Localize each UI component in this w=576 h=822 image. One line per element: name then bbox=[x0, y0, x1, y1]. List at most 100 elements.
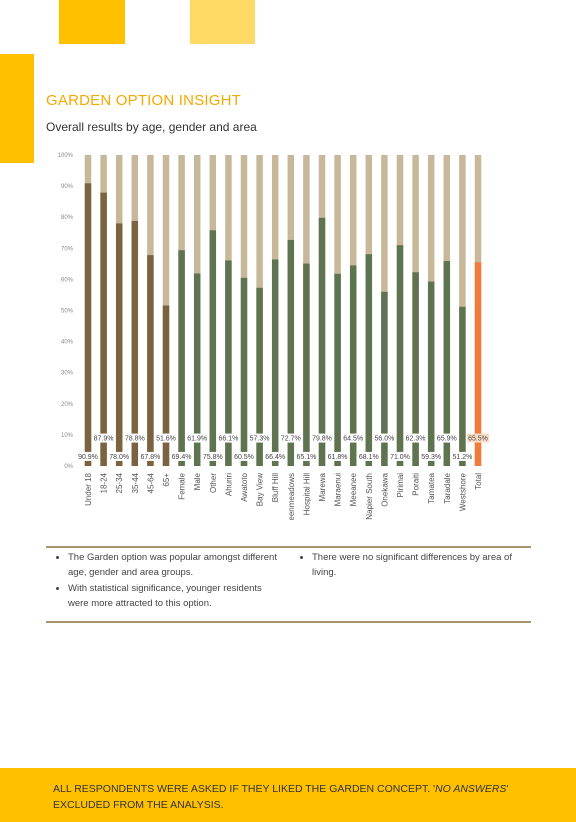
category-label: Marewa bbox=[318, 472, 327, 501]
category-label: Bluff Hill bbox=[271, 473, 280, 502]
bar bbox=[365, 254, 373, 466]
notes-right-column: There were no significant differences by… bbox=[290, 550, 522, 581]
data-label-box bbox=[295, 451, 318, 461]
data-label-box bbox=[357, 451, 380, 461]
category-label: 65+ bbox=[162, 473, 171, 487]
bar bbox=[178, 250, 185, 466]
bar bbox=[318, 217, 326, 466]
data-label: 72.7% bbox=[281, 436, 301, 443]
bar bbox=[100, 192, 107, 467]
category-label: Ahuriri bbox=[224, 473, 233, 496]
category-label: Onekawa bbox=[380, 472, 389, 506]
chart-subtitle: Overall results by age, gender and area bbox=[46, 120, 257, 134]
data-label: 87.9% bbox=[94, 436, 114, 443]
bar bbox=[427, 281, 435, 466]
bar bbox=[334, 273, 341, 466]
data-label: 57.3% bbox=[250, 436, 270, 443]
bar bbox=[396, 245, 404, 466]
data-label-box bbox=[123, 433, 146, 443]
data-label-box bbox=[92, 433, 115, 443]
data-label: 75.8% bbox=[203, 454, 223, 461]
bar bbox=[287, 239, 295, 466]
category-label: Maraenui bbox=[334, 473, 343, 507]
category-label: 25-34 bbox=[115, 472, 124, 493]
y-tick-label: 80% bbox=[61, 215, 74, 221]
bar-series bbox=[84, 155, 482, 467]
data-label: 71.0% bbox=[390, 454, 410, 461]
bar bbox=[209, 230, 217, 466]
category-label: 35-44 bbox=[131, 472, 140, 493]
decorative-block-top-left bbox=[59, 0, 125, 44]
y-tick-label: 70% bbox=[61, 246, 74, 252]
y-tick-label: 0% bbox=[64, 464, 73, 470]
data-label: 66.1% bbox=[218, 436, 238, 443]
category-label: Awatoto bbox=[240, 472, 249, 501]
bar bbox=[115, 223, 123, 466]
bar bbox=[474, 262, 482, 466]
y-tick-label: 20% bbox=[61, 402, 74, 408]
decorative-block-top-right bbox=[190, 0, 255, 44]
x-axis-labels: Under 18 18-24 25-34 35-44 45-64 65+ Female Mal… bbox=[84, 472, 483, 520]
bar bbox=[225, 260, 232, 466]
bar bbox=[349, 265, 357, 466]
decorative-block-left-edge bbox=[0, 54, 34, 163]
note-item: With statistical significance, younger r… bbox=[68, 581, 284, 611]
data-label: 67.8% bbox=[140, 454, 160, 461]
category-label: Other bbox=[209, 473, 218, 493]
bar bbox=[131, 220, 139, 466]
bar bbox=[381, 291, 388, 466]
category-label: Westshore bbox=[458, 472, 467, 511]
data-label-box bbox=[170, 451, 193, 461]
data-label-box bbox=[311, 433, 333, 443]
category-label: Hospital Hill bbox=[302, 473, 311, 515]
notes-left-column: The Garden option was popular amongst di… bbox=[46, 550, 284, 612]
bar bbox=[193, 273, 201, 466]
footer-banner: All respondents were asked if they liked… bbox=[0, 768, 576, 822]
data-label: 59.3% bbox=[421, 454, 441, 461]
data-label: 60.5% bbox=[234, 454, 254, 461]
data-label: 78.8% bbox=[125, 436, 145, 443]
data-label-box bbox=[404, 433, 427, 443]
category-label: Poraiti bbox=[412, 473, 421, 496]
data-label-box bbox=[435, 433, 458, 443]
bar bbox=[443, 261, 451, 466]
category-label: Female bbox=[178, 472, 187, 499]
data-label: 66.4% bbox=[265, 454, 285, 461]
data-label: 65.1% bbox=[296, 454, 316, 461]
y-tick-label: 100% bbox=[58, 153, 74, 159]
data-label-box bbox=[373, 433, 396, 443]
divider-bottom bbox=[46, 621, 531, 623]
data-label-box bbox=[108, 451, 131, 461]
data-label-box bbox=[186, 433, 209, 443]
data-label: 78.0% bbox=[109, 454, 129, 461]
note-item: There were no significant differences by… bbox=[312, 550, 522, 580]
bar bbox=[256, 287, 263, 466]
data-label: 61.9% bbox=[187, 436, 207, 443]
y-tick-label: 30% bbox=[61, 371, 74, 377]
data-label-box bbox=[264, 451, 287, 461]
data-label-box bbox=[139, 451, 162, 461]
data-label-box bbox=[201, 451, 224, 461]
category-label: 18-24 bbox=[100, 472, 109, 493]
footer-note: All respondents were asked if they liked… bbox=[53, 783, 509, 811]
data-label-box bbox=[279, 433, 302, 443]
data-label-box bbox=[326, 451, 349, 461]
divider-top bbox=[46, 546, 531, 548]
data-label: 56.0% bbox=[374, 436, 394, 443]
stacked-bar-chart: 0% 10% 20% 30% 40% 50% 60% 70% 80% 90% 100% 90.9% 8… bbox=[58, 153, 489, 520]
footer-emphasis: No answers bbox=[435, 783, 507, 795]
category-label: Pirimai bbox=[396, 473, 405, 498]
category-label: Under 18 bbox=[84, 472, 93, 505]
bar bbox=[147, 255, 154, 466]
data-label-box bbox=[342, 433, 365, 443]
data-label: 62.3% bbox=[406, 436, 426, 443]
y-tick-label: 10% bbox=[61, 433, 74, 439]
note-item: The Garden option was popular amongst di… bbox=[68, 550, 284, 580]
data-label: 51.6% bbox=[156, 436, 176, 443]
data-label: 79.8% bbox=[312, 436, 332, 443]
data-label: 69.4% bbox=[172, 454, 192, 461]
data-label-box bbox=[467, 433, 489, 443]
data-label-box bbox=[217, 433, 240, 443]
category-label: Taradale bbox=[443, 472, 452, 503]
y-tick-label: 50% bbox=[61, 309, 74, 315]
